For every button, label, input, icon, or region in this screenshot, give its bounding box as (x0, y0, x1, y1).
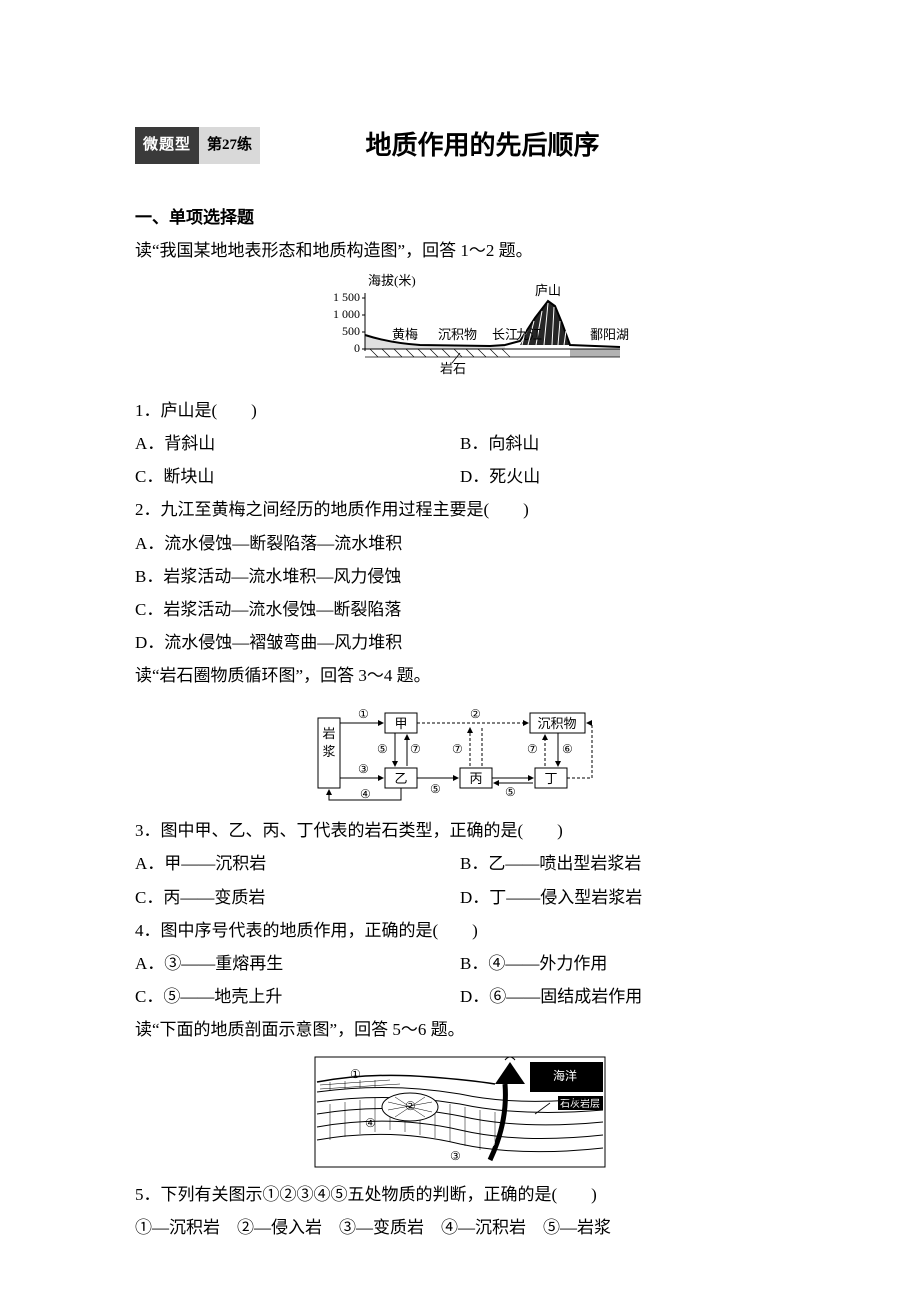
q1-stem: 1．庐山是( ) (135, 394, 785, 427)
fig2-jia: 甲 (394, 716, 407, 731)
figure-2: 岩 浆 甲 乙 丙 丁 沉积物 ① (135, 698, 785, 808)
fig2-m1: ① (358, 707, 369, 721)
q3-choice-c: C．丙——变质岩 (135, 881, 460, 914)
fig2-m3: ③ (358, 762, 369, 776)
q4-choice-b: B．④——外力作用 (460, 947, 785, 980)
q4-stem: 4．图中序号代表的地质作用，正确的是( ) (135, 914, 785, 947)
fig1-changjiang: 长江 (492, 327, 518, 342)
q5-line2: ①—沉积岩 ②—侵入岩 ③—变质岩 ④—沉积岩 ⑤—岩浆 (135, 1211, 785, 1244)
fig2-m2: ② (470, 707, 481, 721)
fig1-lushan: 庐山 (535, 283, 561, 298)
section-heading: 一、单项选择题 (135, 201, 785, 234)
q2-choice-b: B．岩浆活动—流水堆积—风力侵蚀 (135, 560, 785, 593)
page-title: 地质作用的先后顺序 (260, 120, 785, 171)
q2-choice-d: D．流水侵蚀—褶皱弯曲—风力堆积 (135, 626, 785, 659)
fig1-tick-0: 0 (354, 341, 360, 355)
intro-q1-2: 读“我国某地地表形态和地质构造图”，回答 1～2 题。 (135, 234, 785, 267)
q2-choice-c: C．岩浆活动—流水侵蚀—断裂陷落 (135, 593, 785, 626)
figure-1: 海拔(米) 1 500 1 000 500 0 (135, 273, 785, 388)
fig2-m7c: ⑦ (527, 742, 538, 756)
fig2-m5b: ⑤ (430, 782, 441, 796)
q4-choice-c: C．⑤——地壳上升 (135, 980, 460, 1013)
fig2-yi: 乙 (394, 771, 407, 786)
fig1-yanshi: 岩石 (440, 361, 466, 376)
q4-choice-a: A．③——重熔再生 (135, 947, 460, 980)
fig1-chenji: 沉积物 (438, 327, 477, 342)
q2-choice-a: A．流水侵蚀—断裂陷落—流水堆积 (135, 527, 785, 560)
q5-stem: 5．下列有关图示①②③④⑤五处物质的判断，正确的是( ) (135, 1178, 785, 1211)
fig3-haiyang: 海洋 (553, 1068, 577, 1083)
q3-choice-d: D．丁——侵入型岩浆岩 (460, 881, 785, 914)
fig2-m5a: ⑤ (377, 742, 388, 756)
q1-choice-c: C．断块山 (135, 460, 460, 493)
header: 微题型 第27练 地质作用的先后顺序 (135, 120, 785, 171)
badge-micro: 微题型 (135, 127, 199, 164)
q3-choice-b: B．乙——喷出型岩浆岩 (460, 847, 785, 880)
q4-choice-d: D．⑥——固结成岩作用 (460, 980, 785, 1013)
fig1-tick-500: 500 (342, 324, 360, 338)
q1-choice-b: B．向斜山 (460, 427, 785, 460)
fig1-tick-1500: 1 500 (333, 290, 360, 304)
intro-q3-4: 读“岩石圈物质循环图”，回答 3～4 题。 (135, 659, 785, 692)
figure-3: 海洋 石灰岩层 (135, 1052, 785, 1172)
fig1-jiujiang: 九江 (516, 327, 542, 342)
fig1-ylabel: 海拔(米) (368, 273, 416, 288)
fig2-yanjiang-1: 岩 (322, 726, 335, 741)
fig2-bing: 丙 (469, 771, 482, 786)
fig3-m2: ② (405, 1099, 416, 1113)
fig1-huangmei: 黄梅 (392, 327, 418, 342)
fig1-poyang: 鄱阳湖 (590, 327, 629, 342)
badge-number: 第27练 (199, 127, 260, 164)
q1-choice-d: D．死火山 (460, 460, 785, 493)
fig1-tick-1000: 1 000 (333, 307, 360, 321)
fig3-m5: ⑤ (485, 1136, 496, 1150)
fig2-ding: 丁 (544, 771, 557, 786)
q1-choice-a: A．背斜山 (135, 427, 460, 460)
fig2-m5c: ⑤ (505, 785, 516, 799)
q3-stem: 3．图中甲、乙、丙、丁代表的岩石类型，正确的是( ) (135, 814, 785, 847)
fig3-m3: ③ (450, 1149, 461, 1163)
fig3-m1: ① (350, 1067, 361, 1081)
fig2-chenji: 沉积物 (537, 716, 576, 731)
fig2-m7a: ⑦ (410, 742, 421, 756)
intro-q5-6: 读“下面的地质剖面示意图”，回答 5～6 题。 (135, 1013, 785, 1046)
fig2-yanjiang-2: 浆 (322, 744, 335, 759)
fig2-m6: ⑥ (562, 742, 573, 756)
fig3-m4: ④ (365, 1116, 376, 1130)
fig2-m7b: ⑦ (452, 742, 463, 756)
q2-stem: 2．九江至黄梅之间经历的地质作用过程主要是( ) (135, 493, 785, 526)
fig2-m4: ④ (360, 787, 371, 801)
q3-choice-a: A．甲——沉积岩 (135, 847, 460, 880)
